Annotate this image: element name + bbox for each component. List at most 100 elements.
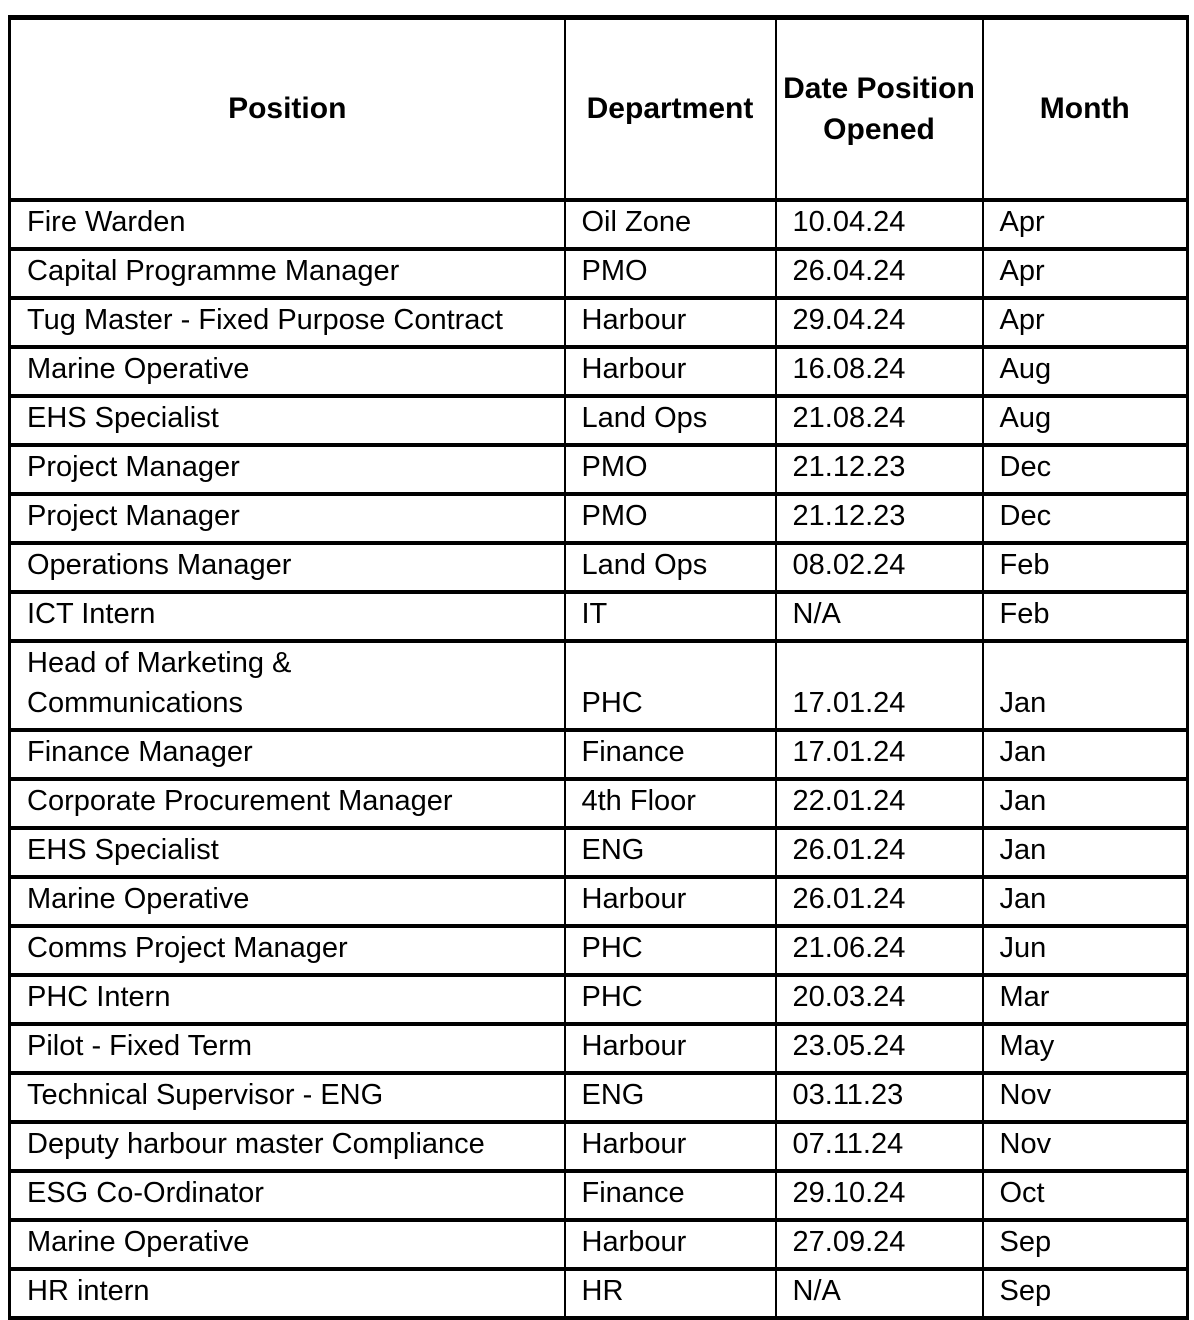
table-cell: 26.01.24 [774,875,984,928]
table-row: Deputy harbour master Compliance Harbour 0… [8,1120,1189,1173]
table-row: Head of Marketing & Communications PHC 17.… [8,639,1189,732]
header-row: Position Department Date Position Opened… [8,15,1189,202]
table-cell: EHS Specialist [8,394,566,447]
table-row: Capital Programme Manager PMO 26.04.24 Apr [8,247,1189,300]
table-cell: Harbour [563,296,777,349]
table-row: Comms Project Manager PHC 21.06.24 Jun [8,924,1189,977]
table-cell: Project Manager [8,492,566,545]
table-cell: Deputy harbour master Compliance [8,1120,566,1173]
table-cell: Land Ops [563,394,777,447]
table-cell: PMO [563,492,777,545]
table-cell: Tug Master - Fixed Purpose Contract [8,296,566,349]
table-cell: 10.04.24 [774,198,984,251]
table-cell: ICT Intern [8,590,566,643]
table-cell: Feb [981,590,1189,643]
table-cell: Dec [981,443,1189,496]
table-cell: May [981,1022,1189,1075]
table-cell: Apr [981,198,1189,251]
table-cell: PMO [563,443,777,496]
table-row: Corporate Procurement Manager 4th Floor 22… [8,777,1189,830]
table-row: Project Manager PMO 21.12.23 Dec [8,492,1189,545]
column-header-position: Position [8,15,566,202]
table-cell: Jan [981,875,1189,928]
table-cell: Mar [981,973,1189,1026]
table-cell: Apr [981,247,1189,300]
table-cell: Corporate Procurement Manager [8,777,566,830]
table-body: Fire Warden Oil Zone 10.04.24 Apr Capital Pr… [8,198,1189,1320]
table-cell: EHS Specialist [8,826,566,879]
table-cell: Head of Marketing & Communications [8,639,566,732]
table-cell: Feb [981,541,1189,594]
table-row: Tug Master - Fixed Purpose Contract Harbo… [8,296,1189,349]
table-cell: 16.08.24 [774,345,984,398]
table-cell: 21.12.23 [774,492,984,545]
table-cell: Apr [981,296,1189,349]
table-cell: 03.11.23 [774,1071,984,1124]
table-cell: 20.03.24 [774,973,984,1026]
table-cell: 29.04.24 [774,296,984,349]
positions-table: Position Department Date Position Opened… [8,15,1189,1320]
table-row: Finance Manager Finance 17.01.24 Jan [8,728,1189,781]
table-cell: Land Ops [563,541,777,594]
table-row: Marine Operative Harbour 27.09.24 Sep [8,1218,1189,1271]
table-cell: Operations Manager [8,541,566,594]
table-cell: HR [563,1267,777,1320]
table-cell: Comms Project Manager [8,924,566,977]
table-cell: 17.01.24 [774,639,984,732]
table-cell: 29.10.24 [774,1169,984,1222]
table-cell: Finance [563,1169,777,1222]
column-header-department: Department [563,15,777,202]
table-row: Project Manager PMO 21.12.23 Dec [8,443,1189,496]
positions-table-container: Position Department Date Position Opened… [8,15,1189,1320]
table-cell: Jun [981,924,1189,977]
table-cell: ENG [563,1071,777,1124]
table-row: ESG Co-Ordinator Finance 29.10.24 Oct [8,1169,1189,1222]
table-cell: Marine Operative [8,345,566,398]
table-row: Technical Supervisor - ENG ENG 03.11.23 Nov [8,1071,1189,1124]
table-row: EHS Specialist Land Ops 21.08.24 Aug [8,394,1189,447]
table-cell: Nov [981,1120,1189,1173]
table-cell: 07.11.24 [774,1120,984,1173]
table-cell: Capital Programme Manager [8,247,566,300]
table-row: HR intern HR N/A Sep [8,1267,1189,1320]
table-cell: Jan [981,777,1189,830]
table-cell: 21.12.23 [774,443,984,496]
table-cell: Aug [981,345,1189,398]
table-cell: Harbour [563,345,777,398]
table-row: Pilot - Fixed Term Harbour 23.05.24 May [8,1022,1189,1075]
table-cell: 23.05.24 [774,1022,984,1075]
table-cell: 17.01.24 [774,728,984,781]
table-cell: Fire Warden [8,198,566,251]
table-row: Marine Operative Harbour 16.08.24 Aug [8,345,1189,398]
table-cell: Technical Supervisor - ENG [8,1071,566,1124]
table-cell: Project Manager [8,443,566,496]
table-cell: Harbour [563,1218,777,1271]
table-cell: 27.09.24 [774,1218,984,1271]
table-cell: PHC [563,973,777,1026]
column-header-date-position-opened: Date Position Opened [774,15,984,202]
table-cell: PHC Intern [8,973,566,1026]
table-cell: Jan [981,639,1189,732]
table-cell: Marine Operative [8,1218,566,1271]
table-cell: IT [563,590,777,643]
table-header: Position Department Date Position Opened… [8,15,1189,202]
table-cell: N/A [774,590,984,643]
table-cell: 08.02.24 [774,541,984,594]
table-cell: Harbour [563,1022,777,1075]
table-cell: 26.01.24 [774,826,984,879]
table-cell: Finance Manager [8,728,566,781]
table-row: PHC Intern PHC 20.03.24 Mar [8,973,1189,1026]
table-row: Fire Warden Oil Zone 10.04.24 Apr [8,198,1189,251]
table-cell: ESG Co-Ordinator [8,1169,566,1222]
table-cell: Jan [981,826,1189,879]
column-header-month: Month [981,15,1189,202]
table-cell: 4th Floor [563,777,777,830]
table-cell: PHC [563,924,777,977]
table-row: Marine Operative Harbour 26.01.24 Jan [8,875,1189,928]
table-cell: Dec [981,492,1189,545]
table-cell: PMO [563,247,777,300]
table-cell: 22.01.24 [774,777,984,830]
table-cell: Jan [981,728,1189,781]
table-cell: Harbour [563,875,777,928]
table-cell: Sep [981,1218,1189,1271]
